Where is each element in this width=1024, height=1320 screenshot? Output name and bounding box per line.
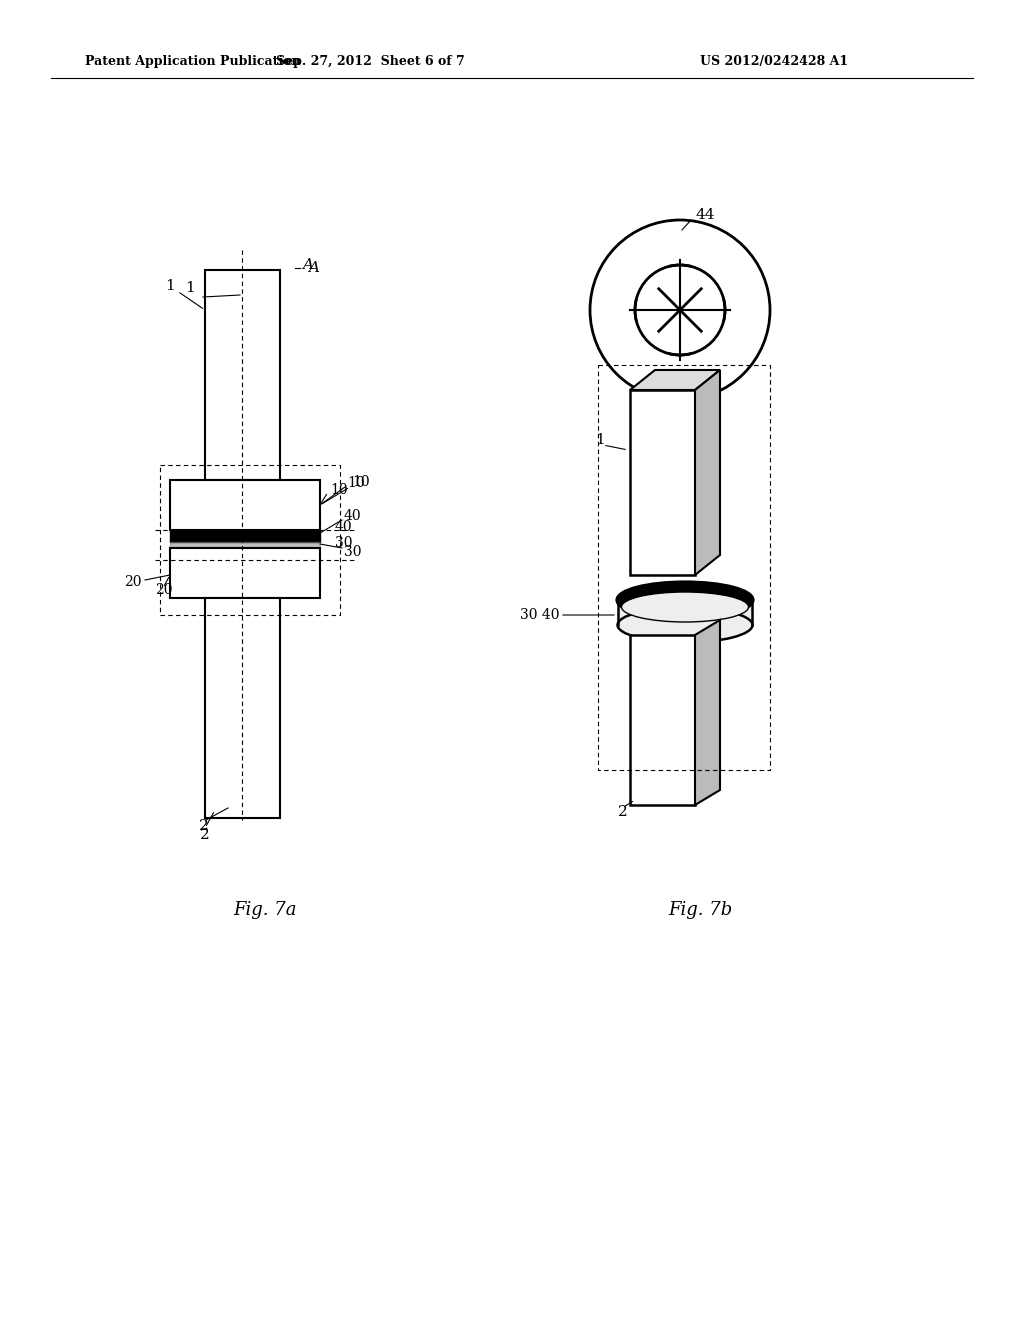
Polygon shape bbox=[695, 620, 720, 805]
Text: 10: 10 bbox=[347, 477, 365, 490]
Text: A: A bbox=[308, 261, 319, 275]
Text: 1: 1 bbox=[165, 279, 203, 309]
Text: 1: 1 bbox=[185, 281, 195, 294]
Text: Fig. 7a: Fig. 7a bbox=[233, 902, 297, 919]
Text: Sep. 27, 2012  Sheet 6 of 7: Sep. 27, 2012 Sheet 6 of 7 bbox=[275, 55, 464, 69]
Text: 44: 44 bbox=[695, 209, 715, 222]
Circle shape bbox=[590, 220, 770, 400]
Text: 10: 10 bbox=[330, 483, 347, 498]
Text: 1: 1 bbox=[595, 433, 605, 447]
Ellipse shape bbox=[617, 582, 753, 618]
Text: 30: 30 bbox=[335, 536, 352, 550]
Bar bbox=[205, 271, 280, 480]
Text: 40: 40 bbox=[335, 520, 352, 535]
Ellipse shape bbox=[622, 591, 749, 622]
Text: 2: 2 bbox=[199, 818, 209, 833]
Text: 40: 40 bbox=[344, 510, 361, 523]
Bar bbox=[170, 548, 319, 598]
Ellipse shape bbox=[617, 607, 753, 643]
Polygon shape bbox=[630, 370, 720, 389]
Text: 20: 20 bbox=[155, 583, 172, 597]
Text: 30 40: 30 40 bbox=[520, 609, 559, 622]
Bar bbox=[170, 480, 319, 531]
Bar bbox=[205, 598, 280, 818]
Text: Fig. 7b: Fig. 7b bbox=[668, 902, 732, 919]
Text: 2: 2 bbox=[200, 828, 210, 842]
Bar bbox=[630, 389, 695, 576]
Polygon shape bbox=[695, 370, 720, 576]
Text: A: A bbox=[302, 257, 313, 272]
Text: 30: 30 bbox=[344, 545, 361, 558]
Text: 2: 2 bbox=[618, 805, 628, 818]
Bar bbox=[630, 635, 695, 805]
Text: 20: 20 bbox=[125, 576, 142, 589]
Text: 10: 10 bbox=[352, 475, 370, 488]
Text: US 2012/0242428 A1: US 2012/0242428 A1 bbox=[700, 55, 848, 69]
Ellipse shape bbox=[617, 582, 753, 618]
Text: Patent Application Publication: Patent Application Publication bbox=[85, 55, 300, 69]
